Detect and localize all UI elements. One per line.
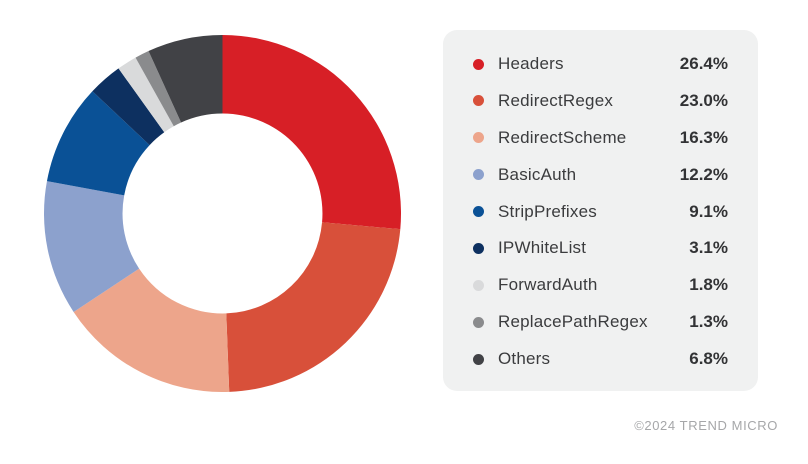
legend-item-value: 1.3% (689, 312, 728, 332)
donut-chart-svg (44, 35, 401, 392)
legend-item-value: 3.1% (689, 238, 728, 258)
copyright-text: ©2024 TREND MICRO (634, 418, 778, 433)
donut-chart (44, 35, 401, 392)
legend-item-redirectregex: RedirectRegex 23.0% (473, 91, 728, 111)
legend-item-label: RedirectRegex (498, 90, 614, 110)
legend-item-value: 23.0% (679, 90, 728, 110)
legend-item-replacepathregex: ReplacePathRegex 1.3% (473, 312, 728, 332)
legend-item-label: Headers (498, 54, 564, 73)
legend-item-value: 16.3% (679, 127, 728, 147)
legend-item-forwardauth: ForwardAuth 1.8% (473, 275, 728, 295)
legend-item-value: 6.8% (689, 349, 728, 368)
donut-slice-redirectscheme (73, 268, 230, 392)
legend-panel: Headers 26.4% RedirectRegex 23.0% Redire… (443, 30, 758, 391)
donut-slice-others (148, 35, 223, 123)
legend-color-dot (473, 169, 484, 181)
legend-item-value: 1.8% (689, 275, 728, 295)
donut-slice-replacepathregex (135, 51, 182, 127)
legend-color-dot (473, 242, 484, 254)
donut-slice-basicauth (44, 181, 140, 312)
legend-item-label: Others (498, 349, 551, 368)
legend-item-label: IPWhiteList (498, 238, 587, 258)
donut-slice-ipwhitelist (92, 68, 165, 146)
legend-item-value: 12.2% (679, 164, 728, 184)
legend-item-label: RedirectScheme (498, 127, 627, 147)
legend-color-dot (473, 58, 484, 70)
legend-item-label: ReplacePathRegex (498, 312, 648, 332)
legend-item-basicauth: BasicAuth 12.2% (473, 165, 728, 185)
legend-item-redirectscheme: RedirectScheme 16.3% (473, 128, 728, 148)
legend-color-dot (473, 132, 484, 144)
donut-slice-redirectregex (226, 222, 401, 392)
legend-item-label: StripPrefixes (498, 201, 597, 221)
legend-item-headers: Headers 26.4% (473, 54, 728, 74)
donut-slice-stripprefixes (46, 91, 150, 196)
legend-color-dot (473, 279, 484, 291)
legend-item-label: BasicAuth (498, 164, 577, 184)
legend-item-label: ForwardAuth (498, 275, 598, 295)
legend-item-stripprefixes: StripPrefixes 9.1% (473, 202, 728, 222)
legend-color-dot (473, 353, 484, 365)
legend-item-value: 9.1% (689, 201, 728, 221)
legend-color-dot (473, 316, 484, 328)
donut-slice-forwardauth (118, 57, 174, 133)
legend-item-others: Others 6.8% (473, 349, 728, 369)
legend-color-dot (473, 206, 484, 217)
donut-slice-headers (222, 35, 401, 230)
legend-color-dot (473, 95, 484, 107)
legend-item-value: 26.4% (679, 54, 728, 73)
legend-item-ipwhitelist: IPWhiteList 3.1% (473, 238, 728, 258)
